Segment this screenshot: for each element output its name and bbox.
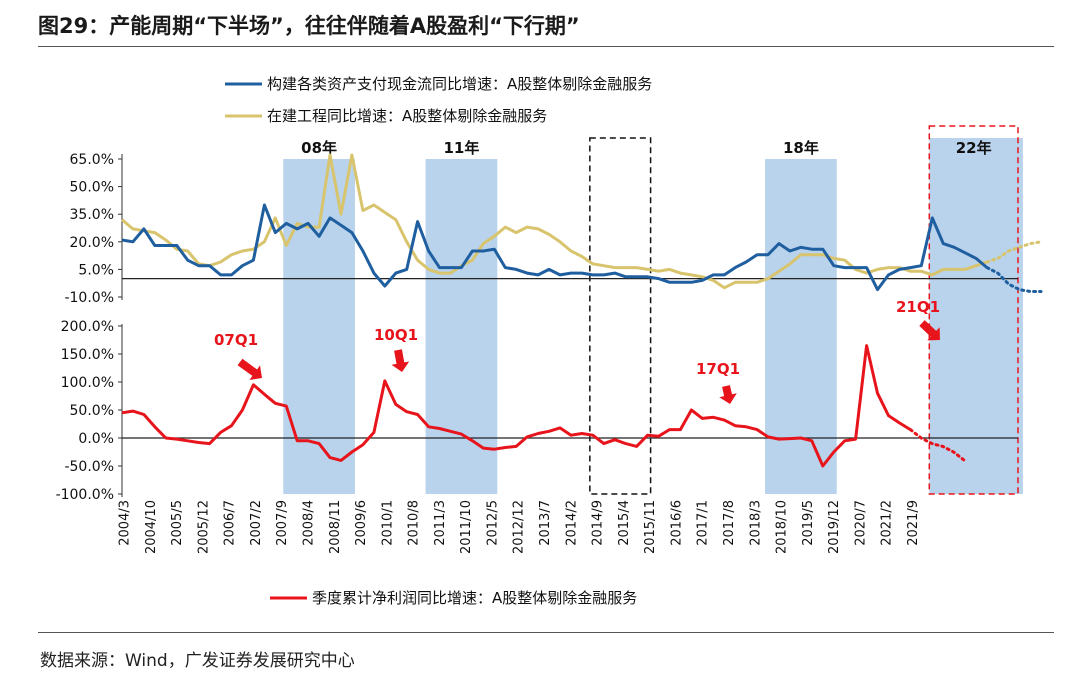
- x-tick-label: 2009/6: [354, 500, 369, 546]
- x-tick-label: 2004/10: [144, 500, 159, 554]
- top-series-1-forecast: [985, 240, 1043, 264]
- x-tick-label: 2005/5: [170, 500, 185, 546]
- top-y-tick-label: 20.0%: [70, 235, 114, 251]
- x-tick-label: 2017/8: [722, 500, 737, 546]
- shaded-period-2: [589, 137, 652, 495]
- peak-arrow-1: [391, 349, 410, 372]
- x-tick-label: 2010/8: [407, 500, 422, 546]
- x-tick-label: 2019/12: [827, 500, 842, 554]
- x-tick-label: 2014/9: [591, 500, 606, 546]
- x-tick-label: 2013/7: [538, 500, 553, 546]
- period-label-0: 08年: [301, 139, 337, 157]
- x-tick-label: 2010/1: [380, 500, 395, 546]
- top-y-tick-label: 50.0%: [70, 180, 114, 196]
- x-tick-label: 2018/10: [775, 500, 790, 554]
- peak-label-1: 10Q1: [374, 326, 418, 344]
- figure-title: 图29：产能周期“下半场”，往往伴随着A股盈利“下行期”: [38, 14, 580, 38]
- top-series-0-forecast: [985, 266, 1043, 293]
- legend-label-1: 在建工程同比增速：A股整体剔除金融服务: [267, 107, 547, 125]
- peak-arrow-3: [919, 320, 940, 341]
- period-label-3: 18年: [783, 139, 819, 157]
- peak-label-3: 21Q1: [896, 298, 940, 316]
- forecast-frame: [928, 125, 1019, 495]
- bottom-series-0-forecast: [908, 428, 966, 462]
- x-tick-label: 2014/2: [564, 500, 579, 546]
- x-tick-label: 2015/4: [617, 500, 632, 546]
- top-y-tick-label: 35.0%: [70, 207, 114, 223]
- bottom-y-tick-label: 50.0%: [70, 403, 114, 419]
- legend-label-2: 季度累计净利润同比增速：A股整体剔除金融服务: [312, 589, 637, 607]
- top-y-tick-label: 65.0%: [70, 152, 114, 168]
- x-tick-label: 2004/3: [118, 500, 133, 546]
- top-series-1: [121, 153, 988, 290]
- shaded-period-4: [929, 138, 1023, 494]
- shaded-period-1: [425, 159, 498, 494]
- top-y-tick-label: 5.0%: [78, 262, 114, 278]
- x-tick-label: 2008/11: [328, 500, 343, 554]
- x-tick-label: 2016/6: [669, 500, 684, 546]
- x-tick-label: 2007/9: [275, 500, 290, 546]
- x-tick-label: 2012/12: [512, 500, 527, 554]
- bottom-series-0: [121, 344, 912, 468]
- source-note: 数据来源：Wind，广发证券发展研究中心: [40, 651, 355, 671]
- bottom-y-tick-label: 150.0%: [61, 347, 114, 363]
- bottom-y-tick-label: -50.0%: [64, 459, 114, 475]
- x-tick-label: 2021/2: [880, 500, 895, 546]
- x-tick-label: 2020/7: [853, 500, 868, 546]
- x-tick-label: 2011/10: [459, 500, 474, 554]
- period-label-1: 11年: [444, 139, 480, 157]
- legend-label-0: 构建各类资产支付现金流同比增速：A股整体剔除金融服务: [267, 75, 652, 93]
- period-label-4: 22年: [956, 139, 992, 157]
- x-tick-label: 2005/12: [196, 500, 211, 554]
- bottom-y-tick-label: 200.0%: [61, 319, 114, 335]
- x-tick-label: 2012/5: [485, 500, 500, 546]
- bottom-y-tick-label: 100.0%: [61, 375, 114, 391]
- peak-label-2: 17Q1: [696, 360, 740, 378]
- x-tick-label: 2006/7: [223, 500, 238, 546]
- top-series-0: [121, 203, 988, 292]
- bottom-y-tick-label: -100.0%: [56, 487, 114, 503]
- peak-label-0: 07Q1: [214, 331, 258, 349]
- x-tick-label: 2017/1: [696, 500, 711, 546]
- x-tick-label: 2018/3: [748, 500, 763, 546]
- peak-arrow-2: [719, 385, 737, 404]
- x-tick-label: 2021/9: [906, 500, 921, 546]
- title-rule: [38, 46, 1054, 47]
- x-tick-label: 2008/4: [302, 500, 317, 546]
- x-tick-label: 2007/2: [249, 500, 264, 546]
- footer-rule: [38, 632, 1054, 633]
- shaded-period-3: [765, 159, 837, 494]
- top-y-tick-label: -10.0%: [64, 290, 114, 306]
- bottom-y-tick-label: 0.0%: [78, 431, 114, 447]
- x-tick-label: 2019/5: [801, 500, 816, 546]
- x-tick-label: 2011/3: [433, 500, 448, 546]
- peak-arrow-0: [237, 358, 262, 380]
- x-tick-label: 2015/11: [643, 500, 658, 554]
